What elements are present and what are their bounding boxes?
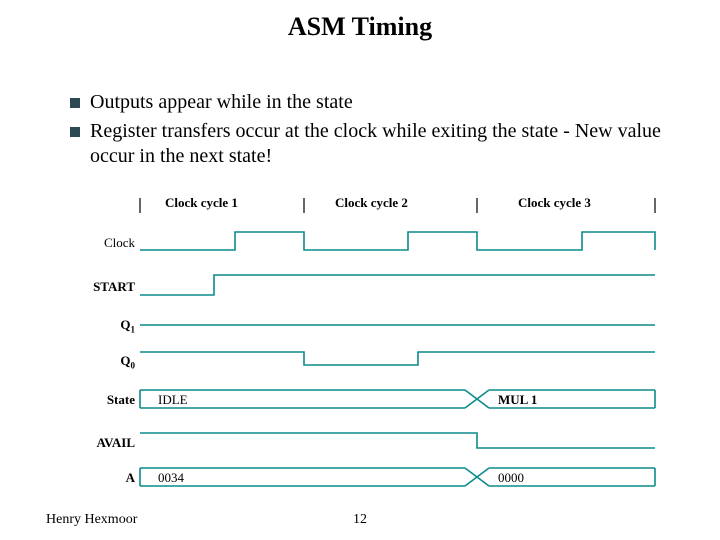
bullet-square-icon bbox=[70, 98, 80, 108]
footer-author: Henry Hexmoor bbox=[46, 512, 137, 528]
page-title: ASM Timing bbox=[0, 0, 720, 42]
bullet-list: Outputs appear while in the state Regist… bbox=[70, 90, 670, 169]
bullet-text: Register transfers occur at the clock wh… bbox=[90, 119, 670, 169]
timing-diagram: Clock cycle 1 Clock cycle 2 Clock cycle … bbox=[80, 195, 660, 495]
bullet-text: Outputs appear while in the state bbox=[90, 90, 353, 115]
bullet-item: Outputs appear while in the state bbox=[70, 90, 670, 115]
bullet-item: Register transfers occur at the clock wh… bbox=[70, 119, 670, 169]
waveform-svg bbox=[80, 195, 660, 495]
bullet-square-icon bbox=[70, 127, 80, 137]
footer-page: 12 bbox=[353, 512, 367, 528]
